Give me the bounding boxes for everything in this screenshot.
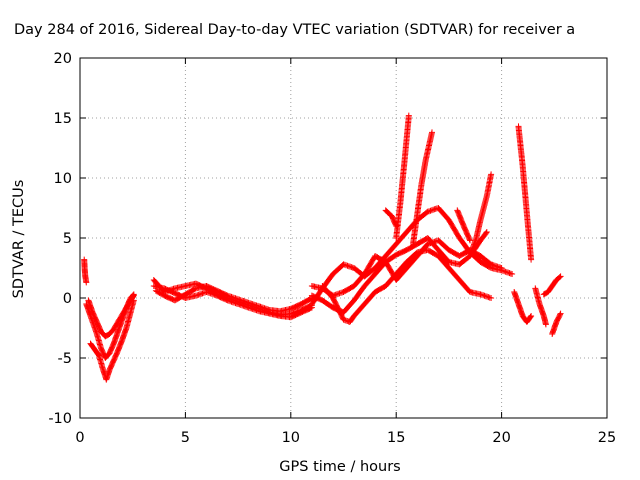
y-tick-label: 15 — [54, 111, 72, 127]
plus-marker-track — [549, 310, 564, 337]
data-markers — [81, 112, 564, 383]
x-tick-label: 10 — [282, 430, 300, 446]
plus-marker-track — [393, 112, 412, 241]
y-tick-label: 10 — [54, 171, 72, 187]
x-tick-label: 0 — [75, 430, 84, 446]
series-1 — [81, 256, 137, 383]
x-tick-label: 20 — [492, 430, 510, 446]
plus-marker-track — [540, 273, 564, 298]
plus-marker-track — [308, 237, 505, 299]
plus-marker-track — [410, 129, 435, 247]
x-tick-label: 25 — [598, 430, 616, 446]
axis-ticks: 0 5 10 15 20 25 -10 -5 0 5 10 15 20 — [48, 51, 616, 446]
y-tick-label: 0 — [63, 291, 72, 307]
y-tick-label: -10 — [48, 411, 72, 427]
plus-marker-track — [511, 289, 535, 325]
x-tick-label: 5 — [181, 430, 190, 446]
plus-marker-track — [454, 207, 473, 244]
y-tick-label: 20 — [54, 51, 72, 67]
y-axis-title: SDTVAR / TECUs — [11, 180, 27, 299]
series-2 — [150, 277, 315, 321]
x-tick-label: 15 — [387, 430, 405, 446]
plus-marker-track — [150, 283, 315, 321]
plus-marker-track — [81, 256, 90, 286]
plus-marker-track — [152, 283, 315, 315]
y-tick-label: -5 — [58, 351, 72, 367]
plus-marker-track — [87, 297, 137, 383]
series-3 — [308, 205, 516, 325]
plus-marker-track — [467, 171, 495, 259]
series-4 — [382, 112, 564, 337]
y-tick-label: 5 — [63, 231, 72, 247]
plus-marker-track — [532, 285, 549, 328]
x-axis-title: GPS time / hours — [279, 459, 400, 475]
plus-marker-track — [515, 123, 535, 263]
plus-marker-track — [85, 292, 137, 340]
chart-title: Day 284 of 2016, Sidereal Day-to-day VTE… — [14, 22, 575, 38]
plus-marker-track — [382, 207, 400, 229]
